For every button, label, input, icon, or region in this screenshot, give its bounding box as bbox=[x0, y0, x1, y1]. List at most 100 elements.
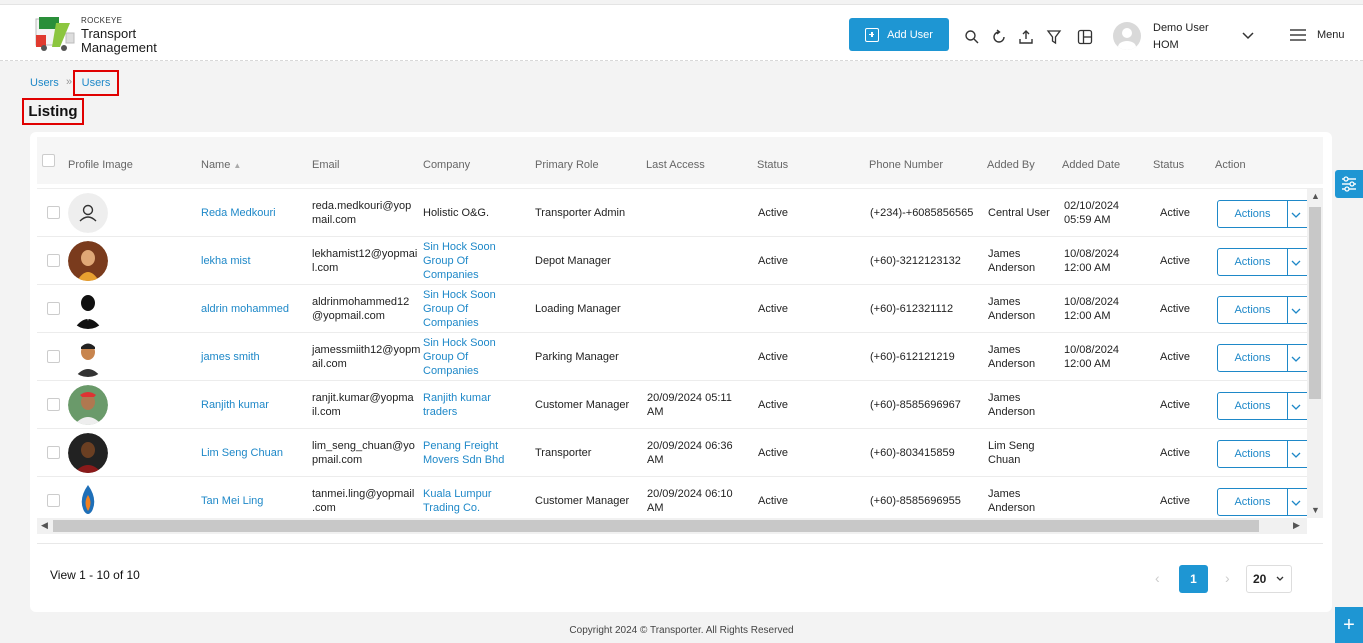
added-by-line-2: Anderson bbox=[988, 310, 1036, 322]
actions-button[interactable]: Actions bbox=[1217, 344, 1288, 372]
table-row[interactable]: lekha mist lekhamist12@yopmai l.com Sin … bbox=[37, 237, 1318, 285]
scroll-right-icon[interactable]: ▶ bbox=[1293, 520, 1300, 530]
status-cell: Active bbox=[758, 303, 788, 315]
added-by-line-2: Anderson bbox=[988, 502, 1036, 514]
vertical-scroll-thumb[interactable] bbox=[1309, 207, 1321, 399]
company-line: Group Of bbox=[423, 255, 469, 267]
row-checkbox[interactable] bbox=[47, 446, 60, 459]
page-size-select[interactable]: 20 bbox=[1246, 565, 1292, 593]
table-body[interactable]: Reda Medkouri reda.medkouri@yop mail.com… bbox=[37, 188, 1323, 518]
row-checkbox[interactable] bbox=[47, 302, 60, 315]
actions-button[interactable]: Actions bbox=[1217, 488, 1288, 516]
user-name-link[interactable]: Ranjith kumar bbox=[201, 399, 269, 411]
horizontal-scroll-thumb[interactable] bbox=[53, 520, 1259, 532]
col-name[interactable]: Name ▲ bbox=[201, 159, 241, 171]
email-cell: reda.medkouri@yop mail.com bbox=[312, 199, 411, 227]
avatar-image bbox=[68, 433, 108, 473]
email-line-1: jamessmiith12@yopm bbox=[312, 344, 421, 356]
company-cell[interactable]: Sin Hock Soon Group Of Companies bbox=[423, 240, 496, 282]
actions-button[interactable]: Actions bbox=[1217, 392, 1288, 420]
user-name-link[interactable]: aldrin mohammed bbox=[201, 303, 290, 315]
filter-icon[interactable] bbox=[1046, 29, 1062, 45]
added-by-line-2: Chuan bbox=[988, 454, 1021, 466]
floating-add-button[interactable]: + bbox=[1335, 607, 1363, 643]
added-by-line-2: Anderson bbox=[988, 406, 1036, 418]
user-name-link[interactable]: Reda Medkouri bbox=[201, 207, 276, 219]
menu-button[interactable]: Menu bbox=[1290, 29, 1345, 41]
last-access-line-2: AM bbox=[647, 406, 664, 418]
columns-icon[interactable] bbox=[1077, 29, 1093, 45]
breadcrumb-users-current[interactable]: Users bbox=[73, 70, 119, 96]
added-date-line-1: 02/10/2024 bbox=[1064, 200, 1120, 212]
primary-role-cell: Customer Manager bbox=[535, 399, 630, 411]
company-cell[interactable]: Ranjith kumar traders bbox=[423, 391, 491, 419]
add-user-button[interactable]: Add User bbox=[849, 18, 949, 51]
user-name-link[interactable]: lekha mist bbox=[201, 255, 251, 267]
user-name-link[interactable]: Lim Seng Chuan bbox=[201, 447, 283, 459]
actions-button[interactable]: Actions bbox=[1217, 440, 1288, 468]
added-by-cell: Lim Seng Chuan bbox=[988, 439, 1034, 467]
upload-icon[interactable] bbox=[1018, 29, 1034, 45]
status-cell: Active bbox=[758, 207, 788, 219]
prev-page-icon[interactable]: ‹ bbox=[1155, 570, 1160, 586]
chevron-down-icon[interactable] bbox=[1242, 31, 1254, 41]
table-row[interactable]: aldrin mohammed aldrinmohammed12 @yopmai… bbox=[37, 285, 1318, 333]
select-all-checkbox[interactable] bbox=[42, 154, 55, 167]
added-by-line-2: Anderson bbox=[988, 358, 1036, 370]
profile-image bbox=[68, 385, 108, 425]
breadcrumb-users[interactable]: Users bbox=[30, 77, 59, 89]
vertical-scrollbar[interactable]: ▲ ▼ bbox=[1307, 189, 1323, 518]
company-cell[interactable]: Sin Hock Soon Group Of Companies bbox=[423, 288, 496, 330]
search-icon[interactable] bbox=[964, 29, 980, 45]
chevron-down-icon bbox=[1276, 576, 1284, 581]
status-cell: Active bbox=[758, 495, 788, 507]
avatar-image bbox=[68, 385, 108, 425]
actions-button[interactable]: Actions bbox=[1217, 248, 1288, 276]
user-avatar[interactable] bbox=[1113, 22, 1141, 50]
status-2-cell: Active bbox=[1160, 303, 1190, 315]
table-row[interactable]: Ranjith kumar ranjit.kumar@yopma il.com … bbox=[37, 381, 1318, 429]
chevron-down-icon bbox=[1291, 500, 1301, 506]
col-name-label: Name bbox=[201, 159, 231, 171]
breadcrumb-separator: » bbox=[66, 76, 73, 88]
user-name-link[interactable]: Tan Mei Ling bbox=[201, 495, 264, 507]
scroll-left-icon[interactable]: ◀ bbox=[41, 520, 48, 530]
row-checkbox[interactable] bbox=[47, 398, 60, 411]
company-cell[interactable]: Penang Freight Movers Sdn Bhd bbox=[423, 439, 504, 467]
phone-cell: (+234)-+6085856565 bbox=[870, 207, 974, 219]
company-line: traders bbox=[423, 406, 458, 418]
profile-image bbox=[68, 289, 108, 329]
app-logo bbox=[35, 17, 75, 51]
added-by-cell: James Anderson bbox=[988, 295, 1035, 323]
user-name-link[interactable]: james smith bbox=[201, 351, 260, 363]
copyright-text: Copyright 2024 © Transporter. All Rights… bbox=[569, 625, 794, 636]
page-1-button[interactable]: 1 bbox=[1179, 565, 1208, 593]
table-row[interactable]: Reda Medkouri reda.medkouri@yop mail.com… bbox=[37, 189, 1318, 237]
email-cell: tanmei.ling@yopmail .com bbox=[312, 487, 414, 515]
scroll-up-icon[interactable]: ▲ bbox=[1311, 191, 1320, 201]
email-line-2: ail.com bbox=[312, 358, 347, 370]
side-filter-button[interactable] bbox=[1335, 170, 1363, 198]
horizontal-scrollbar[interactable]: ◀ ▶ bbox=[37, 518, 1307, 534]
last-access-line-1: 20/09/2024 06:36 bbox=[647, 440, 733, 452]
actions-button[interactable]: Actions bbox=[1217, 200, 1288, 228]
last-access-line-1: 20/09/2024 05:11 bbox=[647, 392, 732, 404]
top-header: ROCKEYE Transport Management Add User De… bbox=[0, 4, 1363, 61]
table-row[interactable]: Lim Seng Chuan lim_seng_chuan@yo pmail.c… bbox=[37, 429, 1318, 477]
row-checkbox[interactable] bbox=[47, 494, 60, 507]
row-checkbox[interactable] bbox=[47, 350, 60, 363]
table-row[interactable]: Tan Mei Ling tanmei.ling@yopmail .com Ku… bbox=[37, 477, 1318, 518]
company-cell[interactable]: Sin Hock Soon Group Of Companies bbox=[423, 336, 496, 378]
scroll-down-icon[interactable]: ▼ bbox=[1311, 505, 1320, 515]
next-page-icon[interactable]: › bbox=[1225, 570, 1230, 586]
added-date-cell: 10/08/2024 12:00 AM bbox=[1064, 247, 1119, 275]
refresh-icon[interactable] bbox=[991, 29, 1007, 45]
row-checkbox[interactable] bbox=[47, 206, 60, 219]
table-row[interactable]: james smith jamessmiith12@yopm ail.com S… bbox=[37, 333, 1318, 381]
col-action: Action bbox=[1215, 159, 1246, 171]
row-checkbox[interactable] bbox=[47, 254, 60, 267]
email-cell: ranjit.kumar@yopma il.com bbox=[312, 391, 414, 419]
company-cell[interactable]: Kuala Lumpur Trading Co. bbox=[423, 487, 492, 515]
actions-button[interactable]: Actions bbox=[1217, 296, 1288, 324]
sort-icon[interactable]: ▲ bbox=[233, 161, 242, 170]
